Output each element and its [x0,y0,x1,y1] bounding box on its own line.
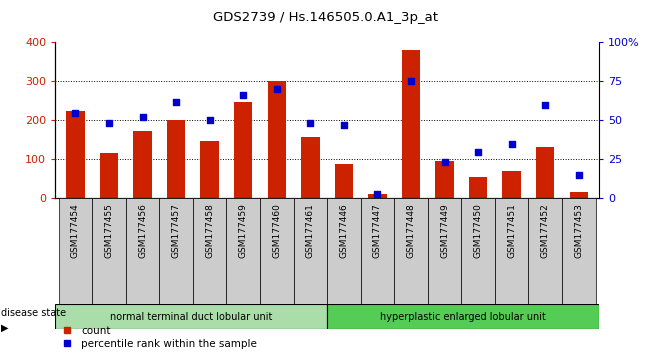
Bar [428,198,462,304]
Point [540,102,551,108]
Bar [529,198,562,304]
Text: hyperplastic enlarged lobular unit: hyperplastic enlarged lobular unit [380,312,546,322]
Text: GSM177460: GSM177460 [272,204,281,258]
Bar [260,198,294,304]
Point [439,160,450,165]
Point [305,121,316,126]
Bar [268,81,286,198]
Point [104,121,114,126]
Bar [361,198,395,304]
Bar [92,198,126,304]
Bar [327,198,361,304]
Bar [227,198,260,304]
Text: normal terminal duct lobular unit: normal terminal duct lobular unit [110,312,272,322]
Text: GSM177452: GSM177452 [541,204,549,258]
Point [70,110,81,115]
Point [406,79,416,84]
Text: GSM177459: GSM177459 [239,204,248,258]
Point [506,141,517,147]
Text: GSM177448: GSM177448 [406,204,415,258]
Text: ▶: ▶ [1,322,8,332]
Bar [126,198,159,304]
Text: disease state: disease state [1,308,66,318]
Bar [395,198,428,304]
Bar [495,198,529,304]
Bar [167,120,186,198]
Bar [503,171,521,198]
Point [238,93,249,98]
Point [473,149,483,154]
Bar [234,102,253,198]
Bar [201,141,219,198]
Text: GSM177454: GSM177454 [71,204,80,258]
Bar [462,198,495,304]
Text: GSM177451: GSM177451 [507,204,516,258]
Point [574,172,584,178]
Text: GSM177455: GSM177455 [105,204,113,258]
Bar [536,147,555,198]
Bar [335,164,353,198]
Point [372,191,383,196]
Text: GSM177449: GSM177449 [440,204,449,258]
Bar [66,110,85,198]
Bar [402,50,421,198]
Bar [327,304,599,329]
Legend: count, percentile rank within the sample: count, percentile rank within the sample [61,326,257,349]
Bar [55,304,327,329]
Text: GSM177446: GSM177446 [339,204,348,258]
Bar [133,131,152,198]
Bar [159,198,193,304]
Text: GSM177456: GSM177456 [138,204,147,258]
Text: GSM177450: GSM177450 [474,204,482,258]
Point [137,114,148,120]
Bar [562,198,596,304]
Bar [436,161,454,198]
Bar [570,193,588,198]
Text: GSM177457: GSM177457 [172,204,180,258]
Bar [193,198,227,304]
Bar [294,198,327,304]
Bar [469,177,488,198]
Bar [301,137,320,198]
Bar [100,154,118,198]
Text: GSM177461: GSM177461 [306,204,315,258]
Point [204,118,215,123]
Text: GSM177453: GSM177453 [574,204,583,258]
Bar [368,194,387,198]
Point [339,122,349,128]
Text: GDS2739 / Hs.146505.0.A1_3p_at: GDS2739 / Hs.146505.0.A1_3p_at [213,11,438,24]
Bar [59,198,92,304]
Text: GSM177458: GSM177458 [205,204,214,258]
Text: GSM177447: GSM177447 [373,204,382,258]
Point [171,99,182,104]
Point [271,86,282,92]
